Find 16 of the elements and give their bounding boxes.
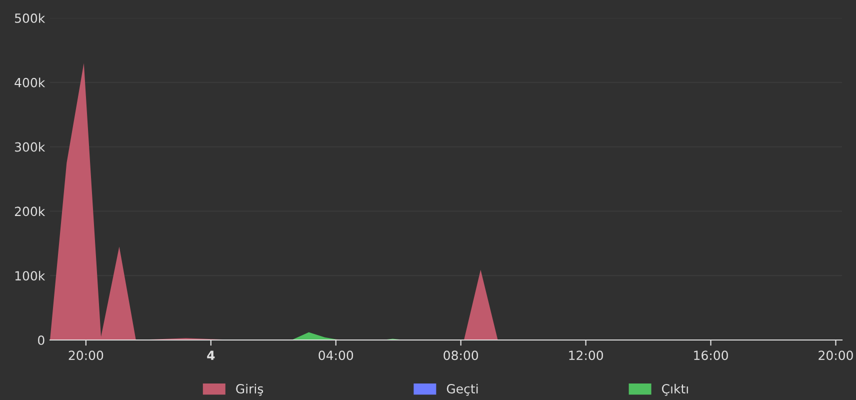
x-tick-label: 20:00: [68, 350, 104, 360]
legend-label: Giriş: [236, 384, 264, 396]
y-tick-label: 100k: [15, 270, 46, 281]
legend-label: Çıktı: [662, 384, 688, 396]
y-tick-label: 0: [38, 335, 44, 345]
legend-label: Geçti: [446, 384, 478, 396]
x-tick-label: 04:00: [318, 350, 354, 360]
y-tick-label: 500k: [15, 13, 46, 23]
x-tick-label: 16:00: [694, 350, 728, 360]
y-tick-label: 200k: [14, 206, 46, 216]
y-tick-label: 400k: [14, 78, 46, 88]
x-tick-label: 08:00: [444, 350, 478, 360]
x-tick-label: 12:00: [569, 350, 603, 360]
y-tick-label: 300k: [14, 142, 46, 152]
x-tick-label: 4: [207, 350, 215, 360]
x-tick-label: 20:00: [818, 350, 853, 360]
